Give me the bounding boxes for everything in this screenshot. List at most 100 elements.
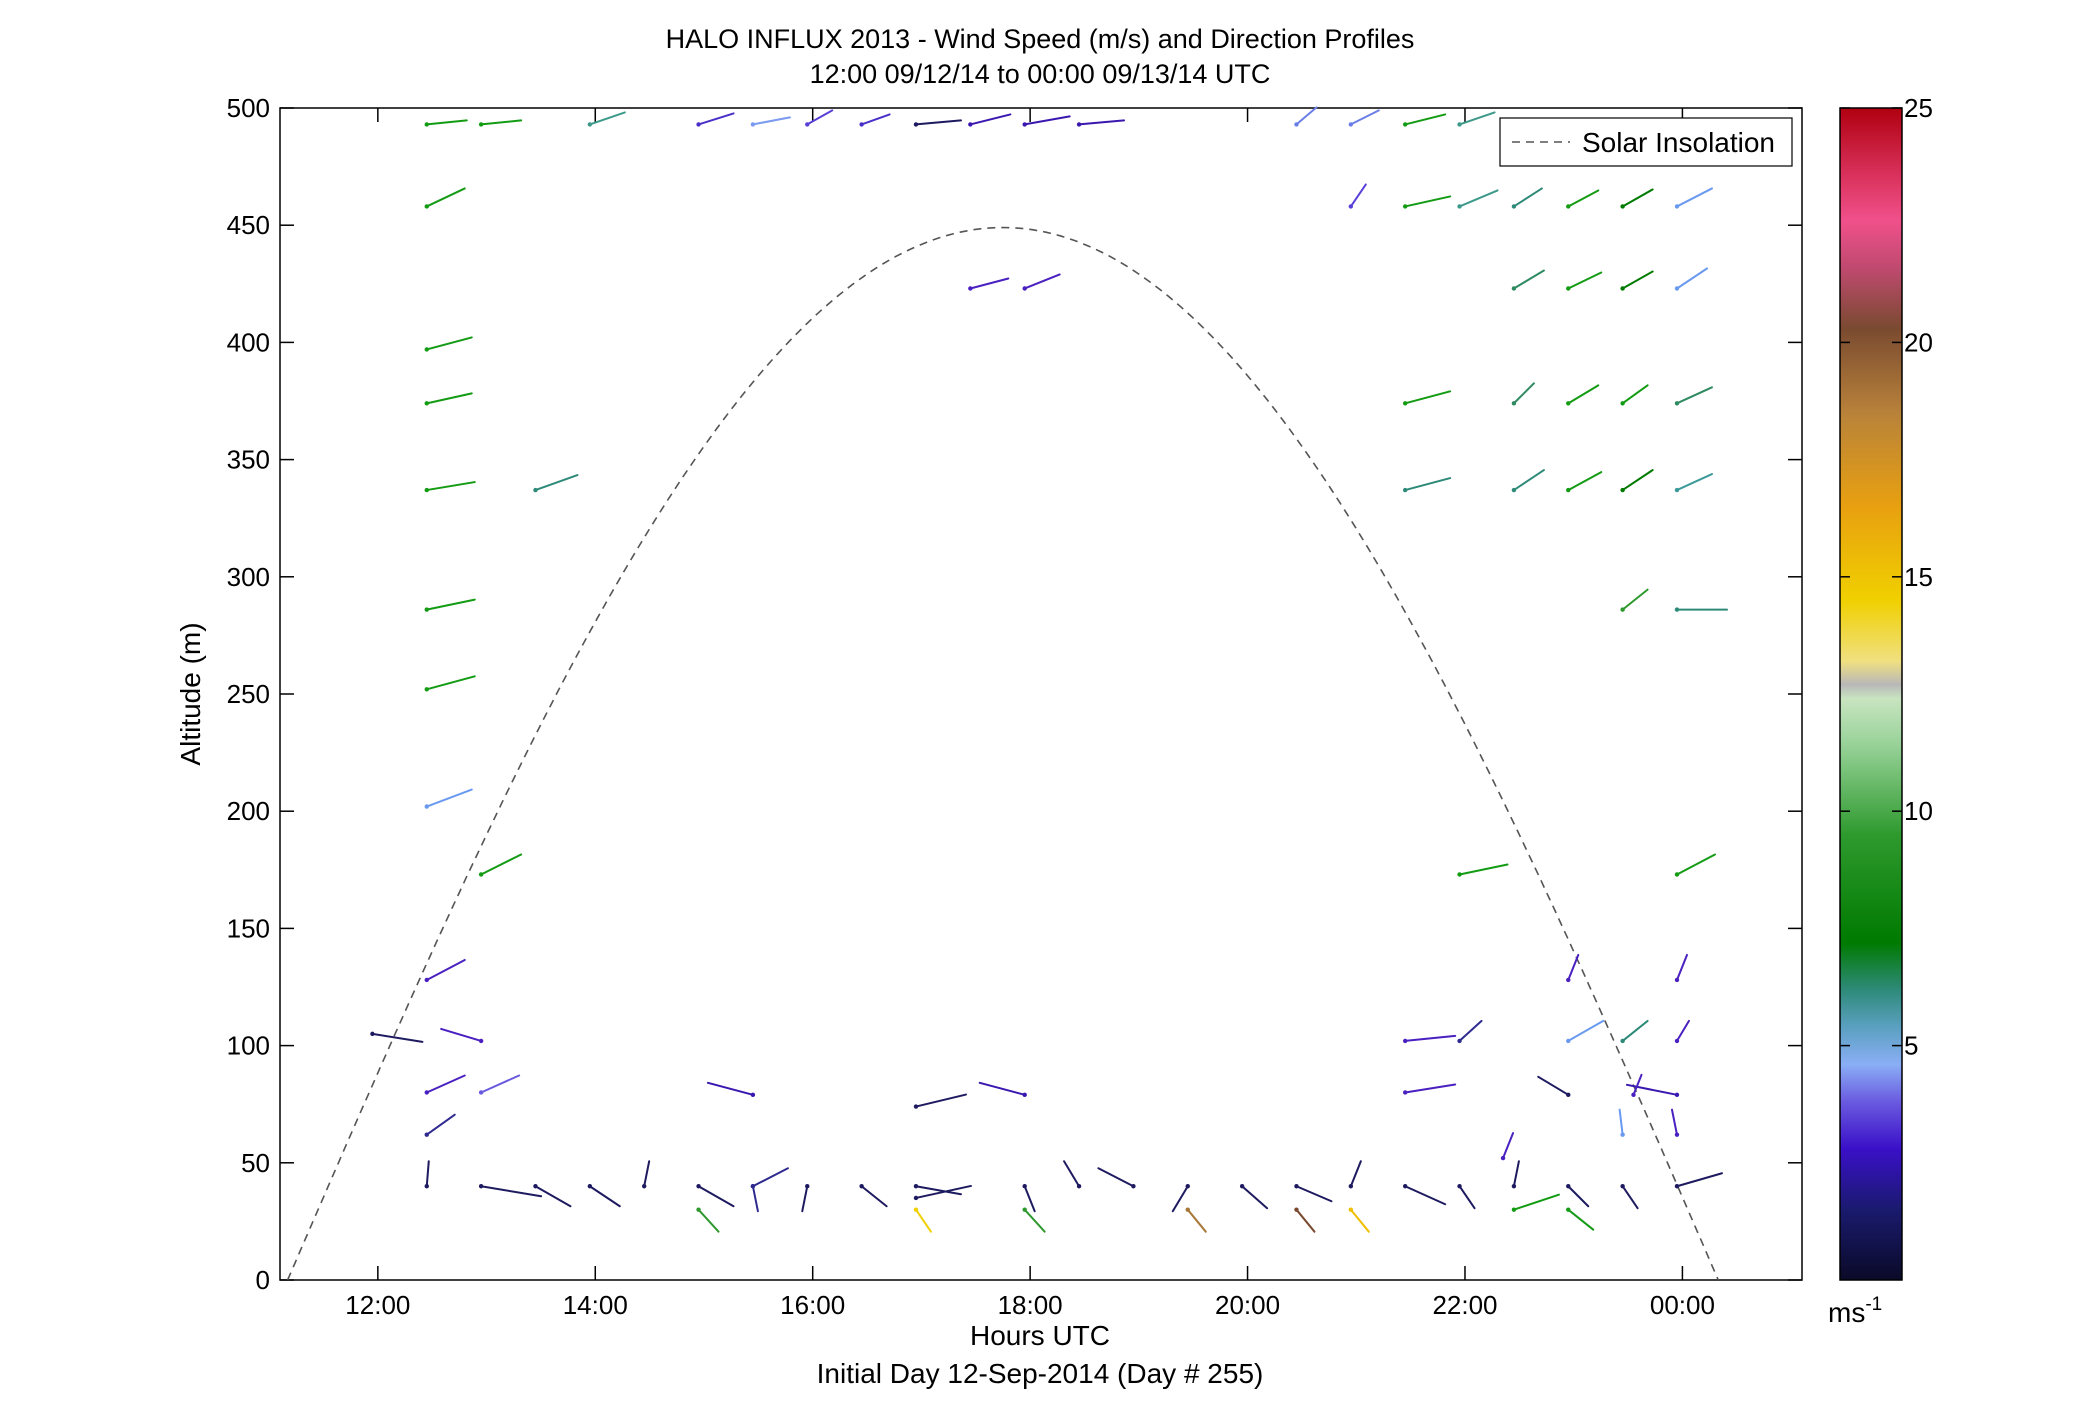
wind-barb	[1675, 187, 1713, 208]
wind-barb	[425, 392, 473, 405]
wind-barb	[706, 1081, 754, 1096]
wind-barb-origin	[1185, 1184, 1190, 1189]
wind-barb-origin	[478, 1090, 484, 1095]
wind-barb-origin	[424, 607, 429, 612]
wind-barb-origin	[696, 1207, 701, 1212]
wind-barb-origin	[1674, 1184, 1680, 1189]
wind-barb	[1078, 119, 1126, 126]
wind-barb-origin	[913, 122, 919, 127]
wind-barb-origin	[1620, 204, 1625, 209]
x-tick-label: 18:00	[998, 1290, 1063, 1320]
wind-barb-origin	[424, 204, 429, 209]
y-axis-label: Altitude (m)	[175, 622, 206, 765]
legend-label: Solar Insolation	[1582, 127, 1775, 158]
wind-barb-origin	[750, 1092, 756, 1098]
wind-barb	[425, 1074, 466, 1094]
wind-barb-origin	[1457, 122, 1462, 127]
wind-barb-origin	[1620, 487, 1625, 493]
wind-barb	[801, 1185, 809, 1213]
wind-barb	[860, 1185, 888, 1208]
wind-barb	[914, 1093, 967, 1108]
colorbar-bar	[1839, 107, 1903, 1281]
y-tick-label: 250	[227, 679, 270, 709]
wind-barb-origin	[1674, 401, 1680, 406]
wind-barb-origin	[1457, 872, 1462, 877]
wind-barb	[1023, 273, 1061, 290]
chart-subtitle: 12:00 09/12/14 to 00:00 09/13/14 UTC	[810, 59, 1271, 89]
wind-barb	[1621, 469, 1654, 492]
wind-barb-origin	[424, 401, 429, 406]
wind-barb-origin	[641, 1184, 647, 1189]
wind-barb-origin	[913, 1184, 919, 1189]
x-tick-label: 12:00	[345, 1290, 410, 1320]
wind-barb	[1458, 863, 1509, 876]
wind-barb-origin	[1402, 487, 1408, 493]
wind-barb	[1621, 270, 1654, 290]
wind-barb-origin	[424, 804, 429, 809]
wind-barb-origin	[1620, 1038, 1625, 1044]
wind-barb-origin	[1131, 1184, 1136, 1189]
wind-barb	[1295, 106, 1318, 126]
wind-barb	[1675, 267, 1708, 290]
wind-barb-origin	[1566, 1092, 1571, 1098]
wind-barb	[1349, 183, 1367, 208]
wind-barb-origin	[587, 1184, 593, 1189]
plot-area	[279, 107, 1803, 1281]
wind-barb-origin	[1620, 1132, 1625, 1137]
x-axis-label-secondary: Initial Day 12-Sep-2014 (Day # 255)	[817, 1358, 1264, 1389]
wind-barb	[425, 1113, 456, 1136]
wind-barb-origin	[1674, 872, 1680, 877]
wind-barb	[914, 1208, 932, 1233]
wind-barb	[1512, 1193, 1560, 1211]
wind-barb-origin	[1566, 286, 1571, 291]
x-axis: 12:00 14:00 16:00 18:00 20:00 22:00 00:00	[345, 108, 1715, 1320]
wind-barb	[697, 1185, 735, 1208]
wind-barb	[1567, 953, 1580, 981]
wind-barb-origin	[1348, 122, 1354, 127]
wind-barb-origin	[1348, 1184, 1354, 1189]
wind-barb	[1458, 111, 1496, 126]
wind-barb-origin	[424, 977, 429, 983]
wind-barb-origin	[533, 1184, 538, 1189]
wind-barb-origin	[1500, 1155, 1506, 1161]
y-tick-label: 50	[241, 1148, 270, 1178]
wind-barb	[480, 1185, 543, 1198]
wind-barb-origin	[1674, 487, 1680, 493]
wind-barb	[534, 474, 579, 492]
wind-barb	[425, 119, 468, 126]
wind-barb	[1404, 113, 1447, 126]
y-tick-label: 400	[227, 327, 270, 357]
wind-barb	[1512, 187, 1543, 208]
wind-barb-origin	[1566, 977, 1571, 983]
wind-barb	[1567, 189, 1600, 208]
y-tick-label: 500	[227, 93, 270, 123]
wind-barb-origin	[424, 347, 429, 352]
wind-barb-origin	[750, 1184, 756, 1189]
wind-barb	[1512, 269, 1545, 290]
wind-barb-origin	[424, 487, 429, 493]
colorbar-unit-base: ms	[1828, 1297, 1865, 1328]
wind-barb-origin	[696, 1184, 701, 1189]
wind-barb	[1404, 195, 1452, 208]
wind-barb-origin	[1348, 1207, 1354, 1212]
colorbar: 5 10 15 20 25 ms-1	[1828, 93, 1933, 1328]
wind-barb-origin	[1511, 286, 1517, 291]
y-tick-label: 0	[256, 1265, 270, 1295]
wind-barb	[1349, 1160, 1362, 1188]
wind-barb-origin	[478, 1184, 484, 1189]
legend-box	[1499, 117, 1793, 167]
colorbar-tick-label: 15	[1904, 562, 1933, 592]
wind-barb-origin	[913, 1207, 919, 1212]
wind-barb	[425, 788, 473, 808]
chart-title: HALO INFLUX 2013 - Wind Speed (m/s) and …	[666, 24, 1415, 54]
wind-barb	[1186, 1208, 1207, 1233]
wind-barb	[480, 119, 523, 126]
wind-barb	[1621, 588, 1649, 611]
wind-barb-origin	[1022, 286, 1027, 291]
wind-barb	[1404, 1185, 1447, 1206]
wind-barb-origin	[478, 122, 484, 127]
wind-barb	[1567, 1185, 1590, 1208]
wind-barb	[1097, 1167, 1135, 1188]
wind-barb	[697, 112, 735, 126]
